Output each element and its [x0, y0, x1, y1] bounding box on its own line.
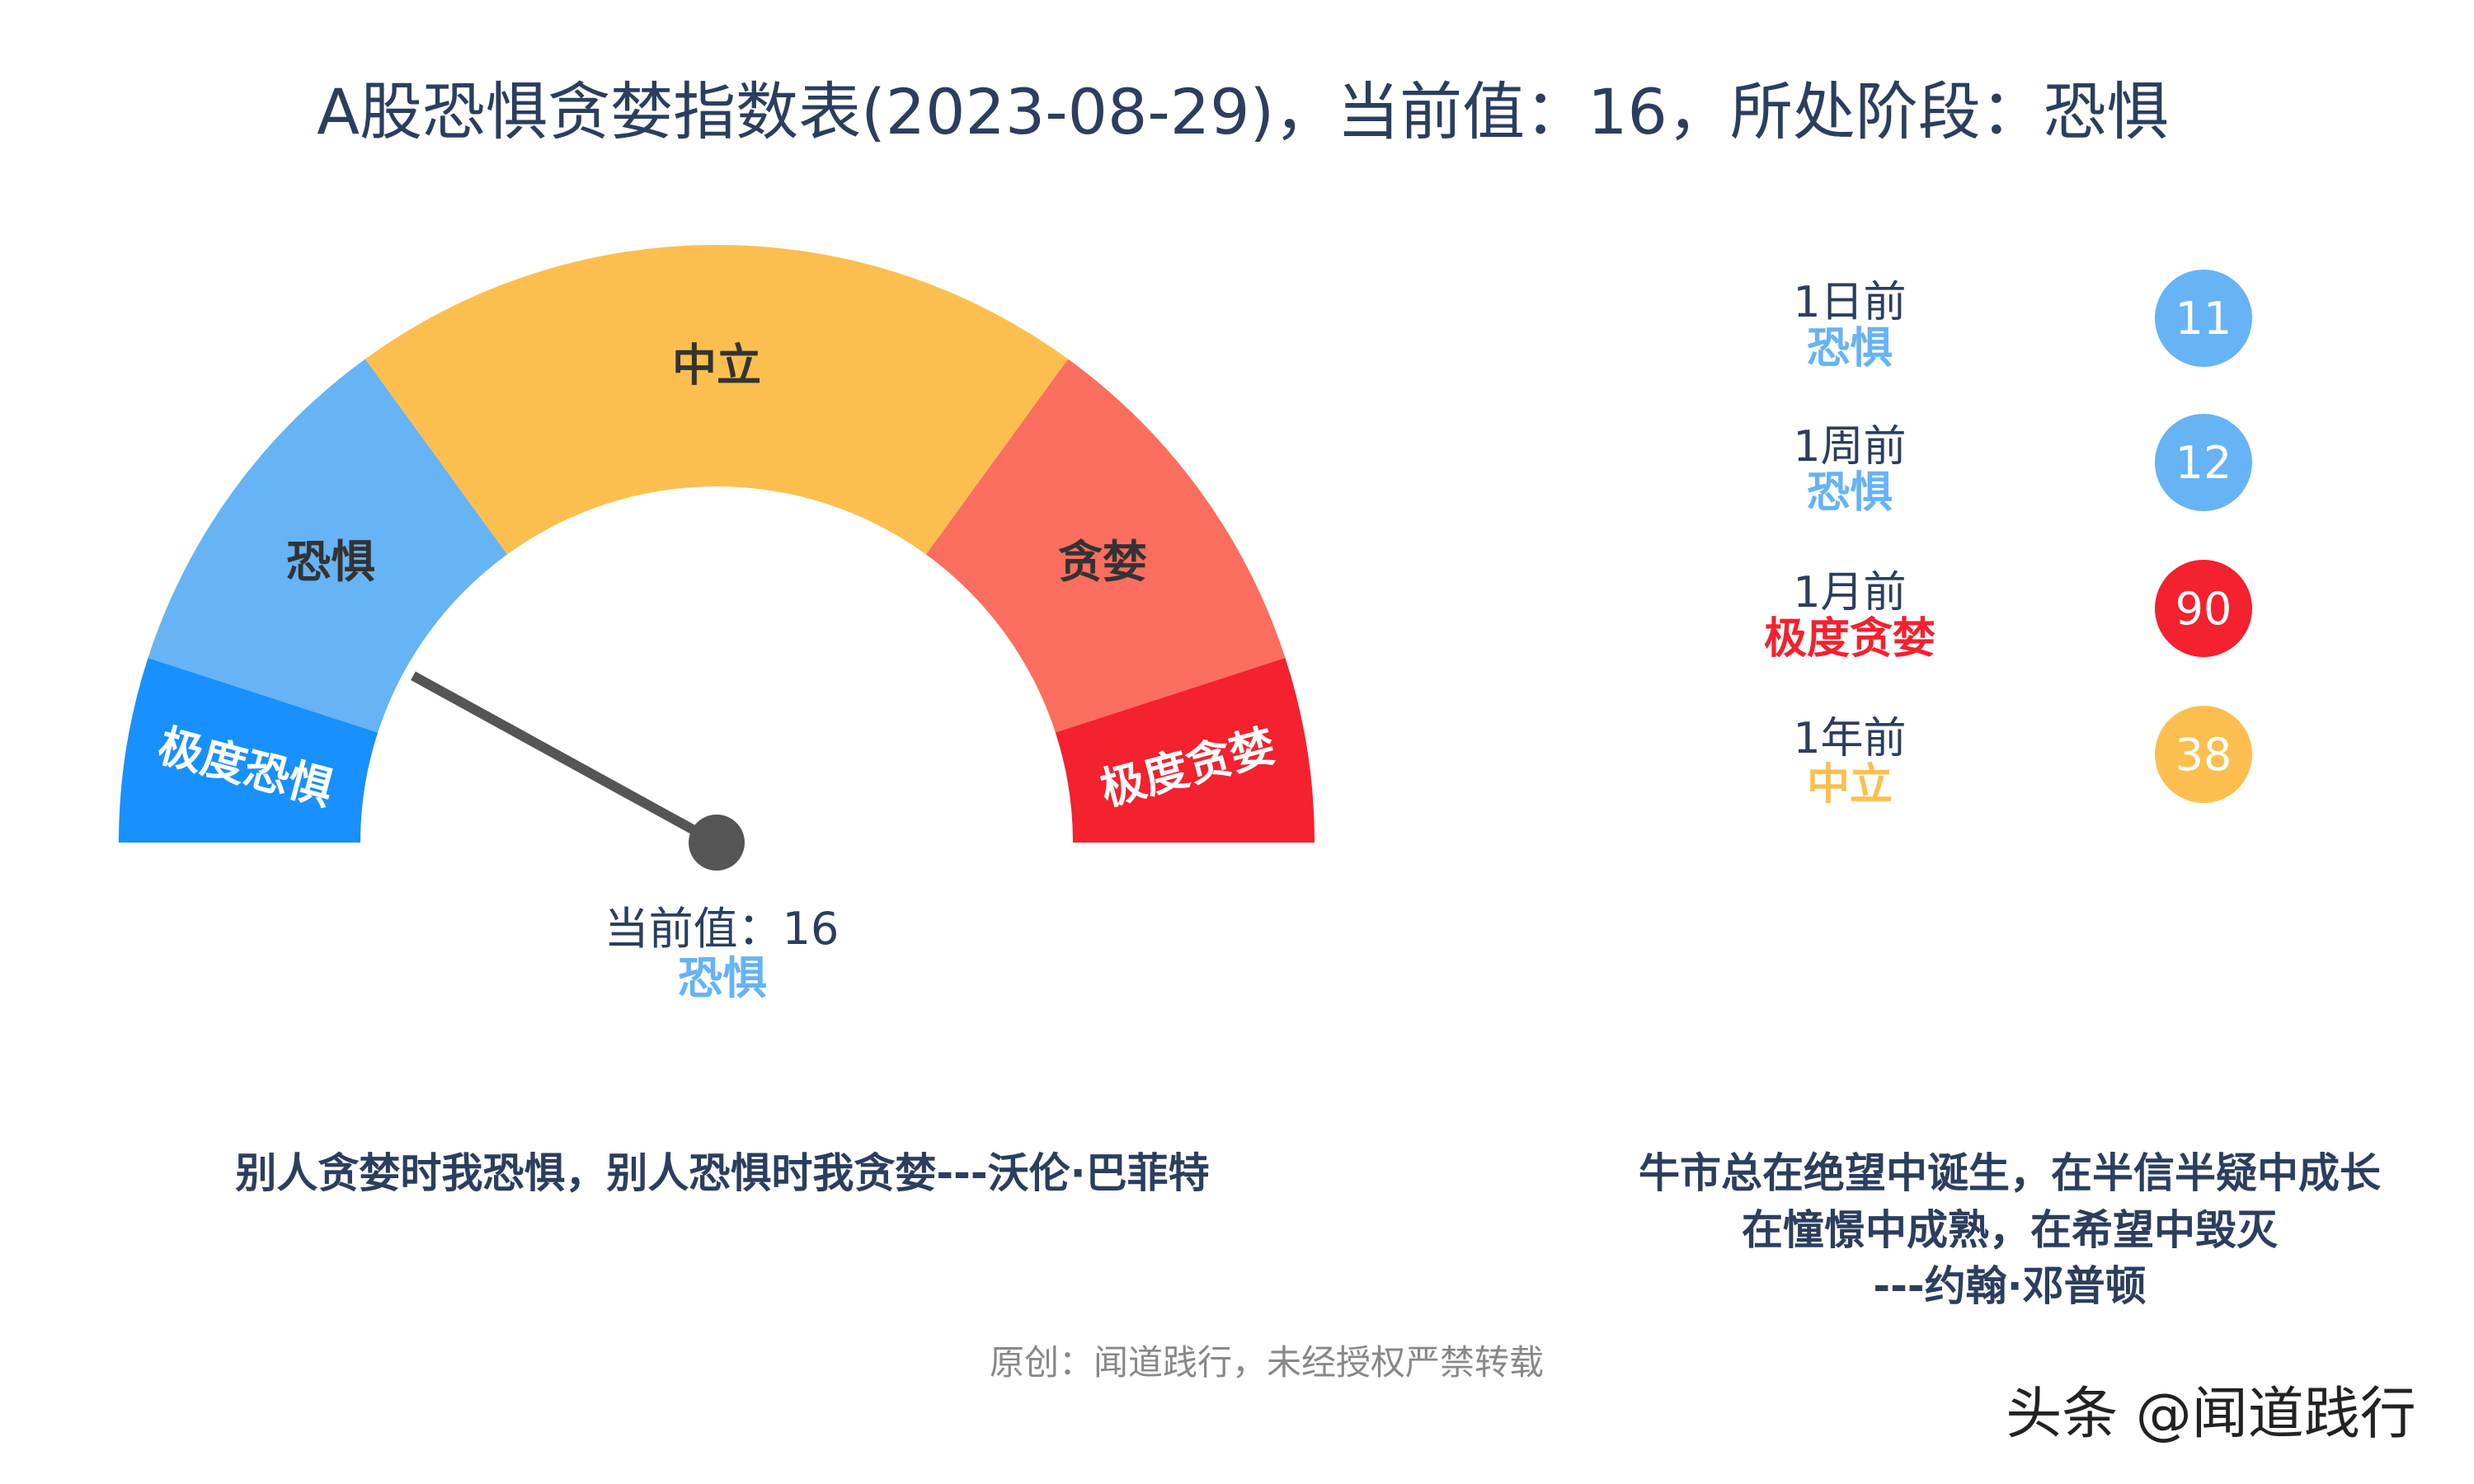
chart-title: A股恐惧贪婪指数表(2023-08-29)，当前值：16，所处阶段：恐惧	[317, 75, 2169, 148]
gauge-needle	[411, 671, 719, 848]
history-period: 1周前	[1793, 422, 1906, 472]
watermark: 头条 @闻道践行	[2006, 1382, 2416, 1447]
history-value: 90	[2175, 583, 2232, 635]
history-value-badge	[2155, 414, 2252, 511]
needle-hub	[689, 815, 745, 871]
gauge-segment-label: 贪婪	[1058, 536, 1147, 588]
history-value-badge	[2155, 560, 2252, 657]
history-value: 12	[2175, 437, 2232, 489]
gauge-segment-label: 中立	[672, 340, 761, 392]
history-stage: 恐惧	[1807, 468, 1893, 518]
quote-left: 别人贪婪时我恐惧，别人恐惧时我贪婪---沃伦·巴菲特	[235, 1149, 1209, 1197]
history-stage: 恐惧	[1807, 324, 1893, 373]
history-period: 1年前	[1793, 714, 1906, 763]
gauge-segment	[1055, 657, 1315, 843]
gauge-segment-label: 恐惧	[286, 536, 375, 588]
history-stage: 中立	[1807, 760, 1893, 810]
gauge-segment	[365, 245, 1069, 555]
gauge-segment	[119, 657, 379, 843]
history-value: 38	[2175, 729, 2232, 781]
copyright-footer: 原创：闻道践行，未经授权严禁转载	[990, 1342, 1544, 1383]
gauge-segment	[925, 359, 1286, 733]
history-value: 11	[2175, 293, 2232, 345]
quote-right-line-3: ---约翰·邓普顿	[1873, 1262, 2146, 1310]
history-stage: 极度贪婪	[1764, 614, 1935, 664]
history-period: 1月前	[1793, 568, 1906, 618]
current-value-label: 当前值：16	[604, 903, 840, 955]
gauge-segment	[148, 359, 508, 733]
history-value-badge	[2155, 706, 2252, 803]
quote-right-line-1: 牛市总在绝望中诞生，在半信半疑中成长	[1639, 1149, 2381, 1197]
current-stage-label: 恐惧	[678, 952, 767, 1004]
history-period: 1日前	[1793, 278, 1906, 327]
quote-right-line-2: 在憧憬中成熟，在希望中毁灭	[1742, 1206, 2279, 1254]
history-value-badge	[2155, 270, 2252, 367]
